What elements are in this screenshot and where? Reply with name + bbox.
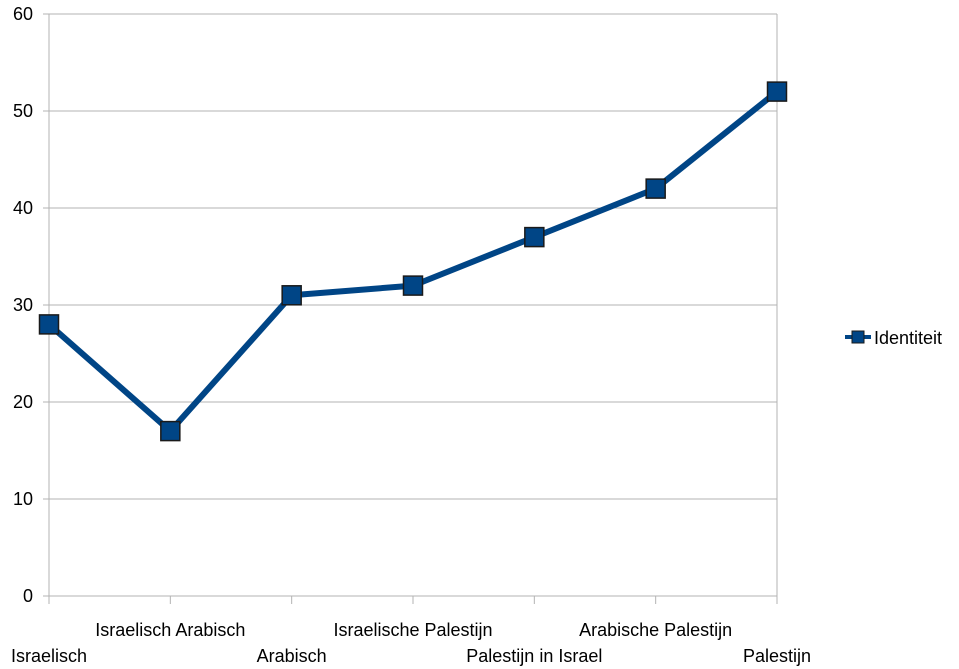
x-category-label: Arabisch [257,646,327,666]
data-point-marker [160,420,181,442]
data-point-marker [281,285,302,306]
series-group [38,81,788,442]
x-category-label: Israelisch [11,646,87,666]
x-category-label: Israelisch Arabisch [95,620,245,640]
y-tick-label: 40 [13,198,33,218]
legend: Identiteit [845,328,942,348]
data-point-marker [38,314,60,335]
x-category-label: Israelische Palestijn [333,620,492,640]
y-tick-label: 50 [13,101,33,121]
x-axis-ticks: Israelisch Israelisch Arabisch Arabisch Isr… [11,596,811,666]
y-tick-label: 0 [23,586,33,606]
legend-label: Identiteit [874,328,942,348]
data-point-marker [645,178,666,199]
y-tick-label: 20 [13,392,33,412]
y-tick-label: 30 [13,295,33,315]
data-point-marker [766,81,788,102]
data-point-marker [524,226,545,248]
x-category-label: Arabische Palestijn [579,620,732,640]
grid-lines [49,13,777,597]
legend-swatch-marker [851,330,865,344]
series-line [47,89,779,435]
y-tick-label: 10 [13,489,33,509]
data-point-marker [402,275,424,296]
y-tick-label: 60 [13,4,33,24]
x-category-label: Palestijn [743,646,811,666]
y-axis-ticks: 0 10 20 30 40 50 60 [13,4,49,606]
x-category-label: Palestijn in Israel [466,646,602,666]
